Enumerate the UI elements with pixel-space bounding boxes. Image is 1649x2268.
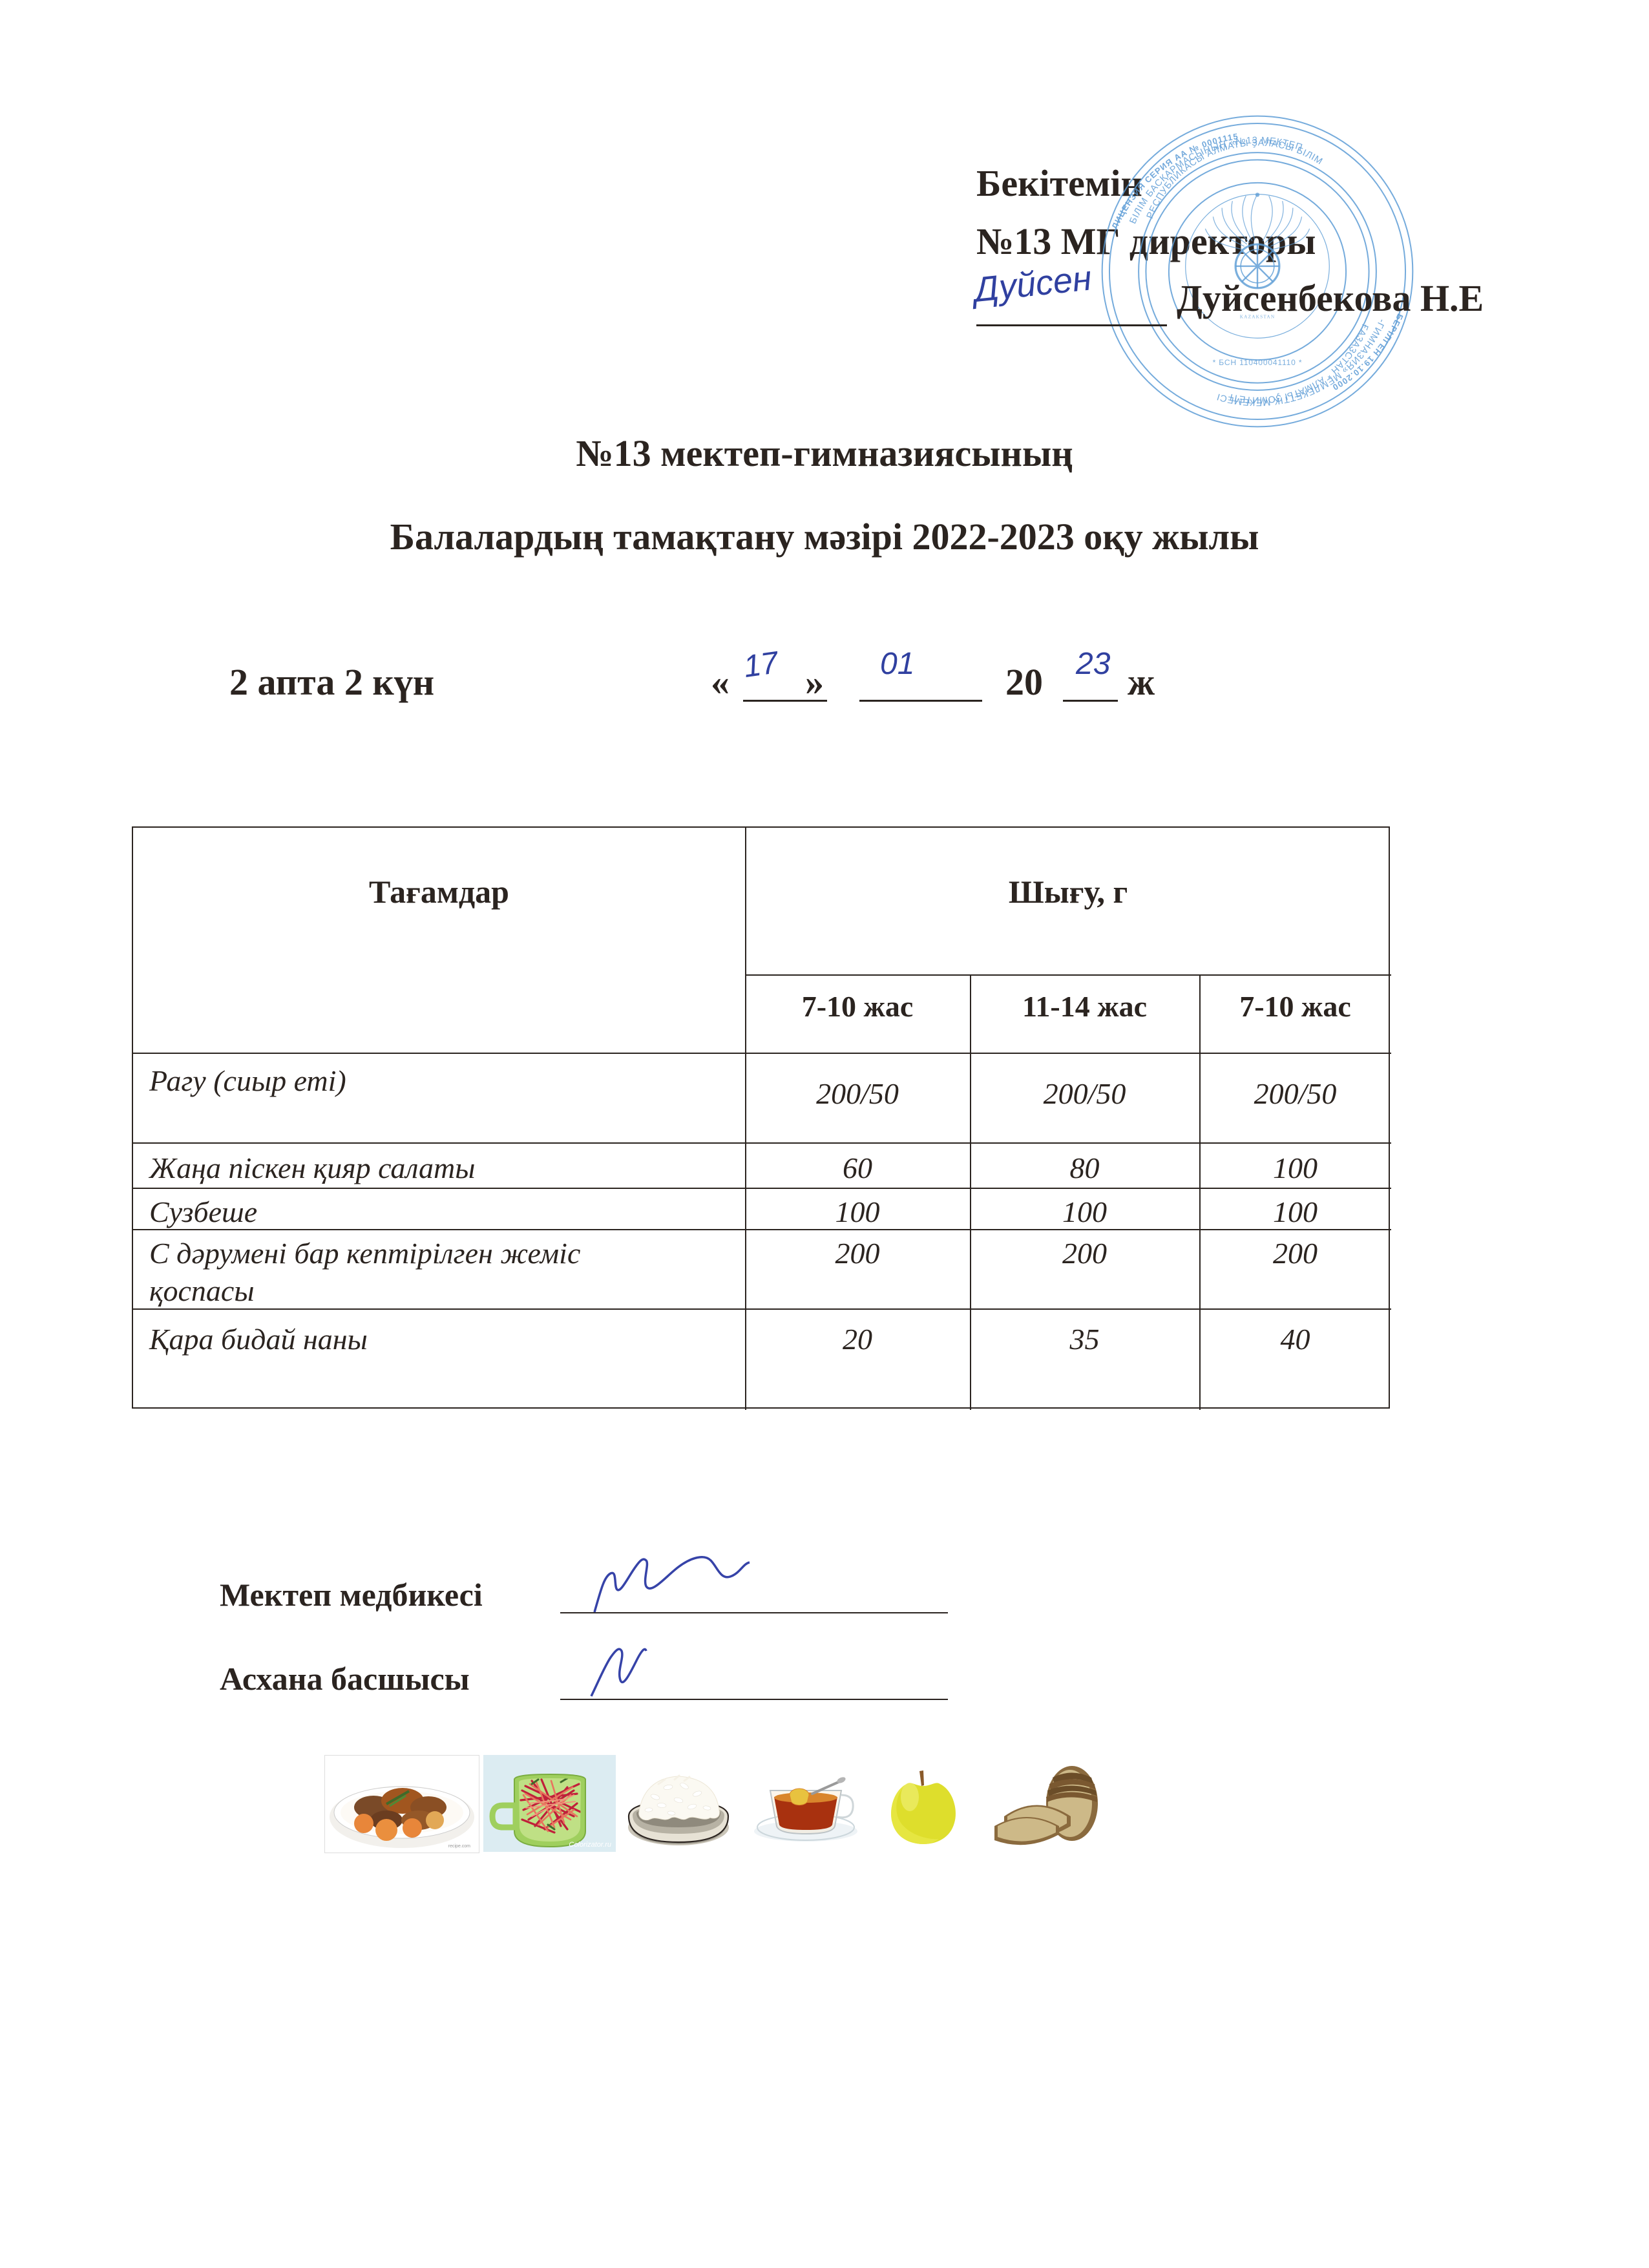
svg-text:recipe.com: recipe.com: [448, 1844, 470, 1849]
svg-text:Colorizator.ru: Colorizator.ru: [569, 1841, 611, 1849]
svg-text:* БСН 110400041110 *: * БСН 110400041110 *: [1213, 358, 1303, 367]
